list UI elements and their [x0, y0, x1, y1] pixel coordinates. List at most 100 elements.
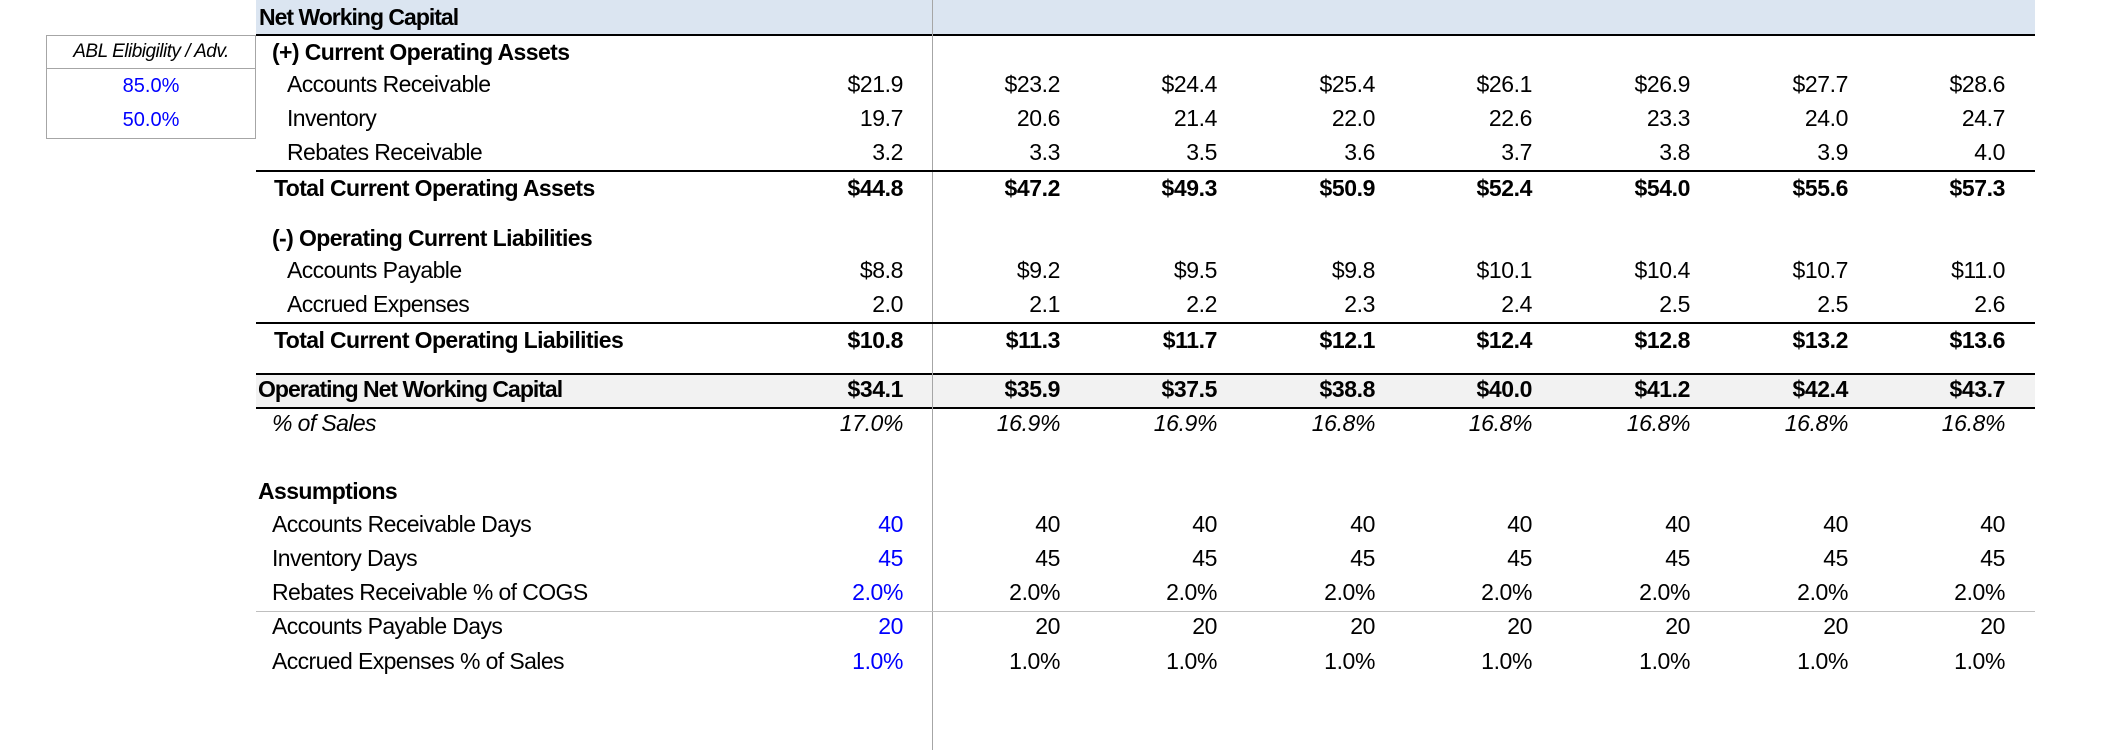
- value-cell[interactable]: 2.6: [1974, 291, 2005, 317]
- value-cell[interactable]: 40: [1980, 511, 2005, 537]
- value-cell[interactable]: 1.0%: [1166, 648, 1217, 674]
- value-cell[interactable]: 45: [1350, 545, 1375, 571]
- value-cell[interactable]: $47.2: [1004, 175, 1060, 201]
- value-cell[interactable]: 2.0: [872, 291, 903, 317]
- value-cell[interactable]: $35.9: [1004, 376, 1060, 402]
- row-label[interactable]: % of Sales: [272, 410, 377, 436]
- value-cell[interactable]: 2.1: [1029, 291, 1060, 317]
- value-cell[interactable]: 16.8%: [1941, 410, 2006, 436]
- value-cell[interactable]: $9.8: [1331, 257, 1376, 283]
- value-cell[interactable]: 22.0: [1331, 105, 1376, 131]
- value-cell[interactable]: $43.7: [1949, 376, 2005, 402]
- abl-value-inventory[interactable]: 50.0%: [122, 109, 180, 131]
- value-cell[interactable]: 3.2: [872, 139, 903, 165]
- value-cell[interactable]: $24.4: [1161, 71, 1217, 97]
- value-cell[interactable]: $21.9: [847, 71, 903, 97]
- value-cell[interactable]: $42.4: [1792, 376, 1848, 402]
- value-cell[interactable]: 2.4: [1501, 291, 1532, 317]
- value-cell[interactable]: 16.9%: [996, 410, 1061, 436]
- value-cell[interactable]: 22.6: [1488, 105, 1533, 131]
- value-cell[interactable]: $34.1: [847, 376, 903, 402]
- row-label[interactable]: Accrued Expenses: [287, 291, 470, 317]
- row-label[interactable]: Operating Net Working Capital: [258, 376, 563, 402]
- value-cell[interactable]: 1.0%: [1954, 648, 2005, 674]
- value-cell[interactable]: 1.0%: [1324, 648, 1375, 674]
- value-cell[interactable]: $10.4: [1634, 257, 1690, 283]
- value-cell[interactable]: 45: [1192, 545, 1217, 571]
- row-label[interactable]: Accounts Payable: [287, 257, 462, 283]
- value-cell[interactable]: 2.3: [1344, 291, 1375, 317]
- value-cell[interactable]: 3.9: [1817, 139, 1848, 165]
- value-cell[interactable]: 1.0%: [1481, 648, 1532, 674]
- value-cell[interactable]: 2.5: [1817, 291, 1848, 317]
- value-cell[interactable]: 2.0%: [852, 579, 903, 605]
- value-cell[interactable]: $10.8: [847, 327, 903, 353]
- value-cell[interactable]: $38.8: [1319, 376, 1375, 402]
- value-cell[interactable]: $12.1: [1319, 327, 1375, 353]
- value-cell[interactable]: 45: [1507, 545, 1532, 571]
- value-cell[interactable]: $28.6: [1949, 71, 2005, 97]
- value-cell[interactable]: 45: [878, 545, 903, 571]
- value-cell[interactable]: 2.2: [1186, 291, 1217, 317]
- value-cell[interactable]: 24.7: [1961, 105, 2006, 131]
- row-label[interactable]: Total Current Operating Assets: [274, 175, 595, 201]
- value-cell[interactable]: $50.9: [1319, 175, 1375, 201]
- value-cell[interactable]: $55.6: [1792, 175, 1848, 201]
- value-cell[interactable]: 1.0%: [852, 648, 903, 674]
- row-label[interactable]: Inventory Days: [272, 545, 418, 571]
- value-cell[interactable]: 2.0%: [1639, 579, 1690, 605]
- value-cell[interactable]: 24.0: [1804, 105, 1849, 131]
- value-cell[interactable]: 45: [1035, 545, 1060, 571]
- value-cell[interactable]: $26.1: [1476, 71, 1532, 97]
- value-cell[interactable]: 2.5: [1659, 291, 1690, 317]
- value-cell[interactable]: 20: [878, 613, 903, 639]
- value-cell[interactable]: 40: [878, 511, 903, 537]
- value-cell[interactable]: 20: [1035, 613, 1060, 639]
- value-cell[interactable]: 20: [1823, 613, 1848, 639]
- value-cell[interactable]: $11.7: [1162, 327, 1218, 353]
- value-cell[interactable]: $44.8: [847, 175, 903, 201]
- value-cell[interactable]: 40: [1192, 511, 1217, 537]
- value-cell[interactable]: 20: [1665, 613, 1690, 639]
- row-label[interactable]: Accrued Expenses % of Sales: [272, 648, 565, 674]
- value-cell[interactable]: $10.1: [1476, 257, 1532, 283]
- value-cell[interactable]: $49.3: [1161, 175, 1217, 201]
- value-cell[interactable]: 40: [1507, 511, 1532, 537]
- value-cell[interactable]: 3.7: [1501, 139, 1532, 165]
- value-cell[interactable]: 16.8%: [1468, 410, 1533, 436]
- value-cell[interactable]: $27.7: [1792, 71, 1848, 97]
- page-title[interactable]: Net Working Capital: [259, 4, 459, 30]
- value-cell[interactable]: $9.5: [1173, 257, 1218, 283]
- value-cell[interactable]: 20: [1507, 613, 1532, 639]
- value-cell[interactable]: 16.8%: [1626, 410, 1691, 436]
- value-cell[interactable]: 23.3: [1646, 105, 1691, 131]
- value-cell[interactable]: 2.0%: [1481, 579, 1532, 605]
- value-cell[interactable]: $41.2: [1634, 376, 1690, 402]
- value-cell[interactable]: $40.0: [1476, 376, 1532, 402]
- value-cell[interactable]: 16.8%: [1311, 410, 1376, 436]
- value-cell[interactable]: $12.4: [1476, 327, 1532, 353]
- value-cell[interactable]: $11.0: [1951, 257, 2005, 283]
- value-cell[interactable]: 20: [1980, 613, 2005, 639]
- value-cell[interactable]: $26.9: [1634, 71, 1690, 97]
- value-cell[interactable]: 21.4: [1173, 105, 1218, 131]
- value-cell[interactable]: $54.0: [1634, 175, 1690, 201]
- value-cell[interactable]: 16.8%: [1784, 410, 1849, 436]
- value-cell[interactable]: 19.7: [859, 105, 904, 131]
- value-cell[interactable]: $13.2: [1792, 327, 1848, 353]
- value-cell[interactable]: 40: [1665, 511, 1690, 537]
- value-cell[interactable]: $13.6: [1949, 327, 2005, 353]
- row-label[interactable]: Accounts Receivable: [287, 71, 491, 97]
- value-cell[interactable]: 20.6: [1016, 105, 1061, 131]
- value-cell[interactable]: 45: [1665, 545, 1690, 571]
- value-cell[interactable]: $52.4: [1476, 175, 1532, 201]
- value-cell[interactable]: 17.0%: [839, 410, 904, 436]
- row-label[interactable]: Inventory: [287, 105, 377, 131]
- value-cell[interactable]: 40: [1823, 511, 1848, 537]
- assumptions-header[interactable]: Assumptions: [258, 478, 398, 504]
- liabilities-header[interactable]: (-) Operating Current Liabilities: [272, 225, 593, 251]
- row-label[interactable]: Rebates Receivable: [287, 139, 483, 165]
- value-cell[interactable]: 16.9%: [1153, 410, 1218, 436]
- row-label[interactable]: Accounts Payable Days: [272, 613, 503, 639]
- value-cell[interactable]: 2.0%: [1954, 579, 2005, 605]
